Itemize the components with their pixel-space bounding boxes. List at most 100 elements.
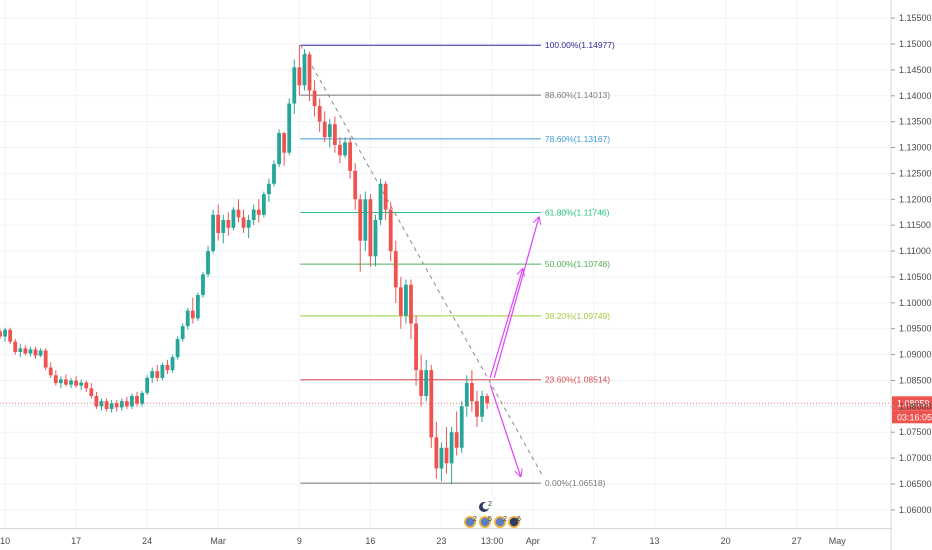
candle-body	[343, 142, 347, 156]
candle-body	[246, 220, 251, 228]
event-badge[interactable]: 6	[508, 516, 521, 528]
fib-level-label: 38.20%(1.09749)	[545, 311, 610, 321]
candle-body	[485, 396, 490, 404]
y-tick-label: 1.09500	[899, 324, 932, 334]
candle-up	[150, 367, 155, 384]
candle-up	[130, 393, 134, 409]
x-tick-label: 24	[142, 536, 152, 546]
candle-body	[18, 348, 23, 352]
candle-down	[190, 297, 195, 324]
fib-level-label: 0.00%(1.06518)	[545, 478, 606, 488]
candle-body	[256, 209, 261, 215]
candle-up	[221, 214, 226, 244]
candle-down	[388, 201, 393, 262]
x-tick-label: 13:00	[481, 536, 504, 546]
candle-up	[363, 191, 368, 252]
projection-arrows[interactable]	[489, 217, 539, 477]
candle-body	[226, 220, 231, 228]
candle-down	[312, 80, 317, 117]
x-tick-label: 23	[436, 536, 446, 546]
candle-down	[256, 199, 261, 223]
candle-body	[69, 380, 73, 385]
candle-body	[398, 287, 403, 316]
candle-down	[23, 345, 28, 356]
candle-body	[43, 350, 48, 368]
projection-arrow[interactable]	[489, 384, 520, 477]
candle-up	[195, 292, 200, 321]
x-tick-label: 7	[591, 536, 596, 546]
y-tick-label: 1.10500	[899, 272, 932, 282]
y-tick-label: 1.09000	[899, 350, 932, 360]
candle-up	[231, 207, 236, 231]
candle-body	[190, 310, 195, 319]
candle-body	[236, 209, 241, 218]
candle-body	[368, 199, 373, 257]
candle-body	[185, 310, 190, 327]
candle-down	[332, 116, 337, 153]
event-badge[interactable]: 5	[479, 516, 492, 528]
candle-down	[43, 348, 48, 371]
projection-arrow[interactable]	[489, 269, 522, 379]
candle-body	[94, 396, 99, 407]
candle-body	[464, 383, 469, 407]
candle-up	[449, 427, 454, 484]
candle-body	[114, 403, 119, 408]
candle-body	[145, 377, 150, 393]
projection-arrow[interactable]	[493, 217, 539, 379]
fib-level-label: 100.00%(1.14977)	[545, 40, 615, 50]
candle-down	[0, 328, 2, 340]
candle-down	[53, 370, 58, 386]
event-count: 2	[503, 516, 507, 523]
candle-body	[206, 251, 210, 275]
candle-up	[343, 137, 347, 158]
candle-up	[28, 346, 33, 357]
candle-body	[13, 341, 18, 352]
event-badge-top[interactable]: 2	[479, 501, 492, 512]
candle-body	[109, 403, 114, 409]
candle-body	[388, 209, 393, 252]
candle-down	[155, 364, 160, 382]
event-badge[interactable]: 2	[464, 516, 477, 528]
event-badge[interactable]: 2	[494, 516, 507, 528]
x-tick-label: 13	[650, 536, 660, 546]
candle-body	[469, 383, 474, 402]
candle-down	[485, 393, 490, 409]
candle-up	[424, 359, 429, 402]
candle-down	[348, 137, 353, 179]
candle-body	[383, 183, 388, 210]
candle-down	[226, 212, 231, 236]
event-count: 2	[473, 516, 477, 523]
candle-down	[89, 383, 94, 399]
candlestick-series	[0, 45, 490, 484]
y-tick-label: 1.14500	[899, 65, 932, 75]
candle-body	[211, 214, 216, 252]
candle-body	[272, 164, 276, 184]
candle-body	[419, 370, 424, 396]
candle-body	[216, 214, 221, 233]
economic-events[interactable]: 2 2 5 2 6	[464, 501, 521, 528]
current-price-line: 1.08059 03:16:05	[0, 396, 932, 424]
candle-up	[109, 400, 114, 413]
fibonacci-retracement[interactable]: 100.00%(1.14977) 88.60%(1.14013) 78.60%(1.…	[300, 40, 615, 488]
trend-line[interactable]	[299, 44, 544, 477]
candle-body	[130, 396, 134, 407]
candle-down	[104, 398, 109, 412]
y-tick-label: 1.13500	[899, 117, 932, 127]
candle-body	[444, 447, 449, 464]
candle-down	[84, 380, 89, 392]
candle-down	[94, 391, 99, 409]
candle-down	[368, 194, 373, 267]
countdown-tag	[892, 410, 932, 424]
candle-body	[378, 183, 383, 220]
candle-body	[119, 401, 124, 408]
candle-down	[13, 339, 18, 355]
candle-down	[297, 45, 302, 96]
y-tick-label: 1.11000	[899, 246, 931, 256]
candle-down	[393, 240, 398, 303]
fib-level-label: 23.60%(1.08514)	[545, 375, 610, 385]
y-tick-label: 1.13000	[899, 143, 932, 153]
candle-down	[429, 364, 434, 448]
dashed-trend-line[interactable]	[299, 44, 544, 477]
